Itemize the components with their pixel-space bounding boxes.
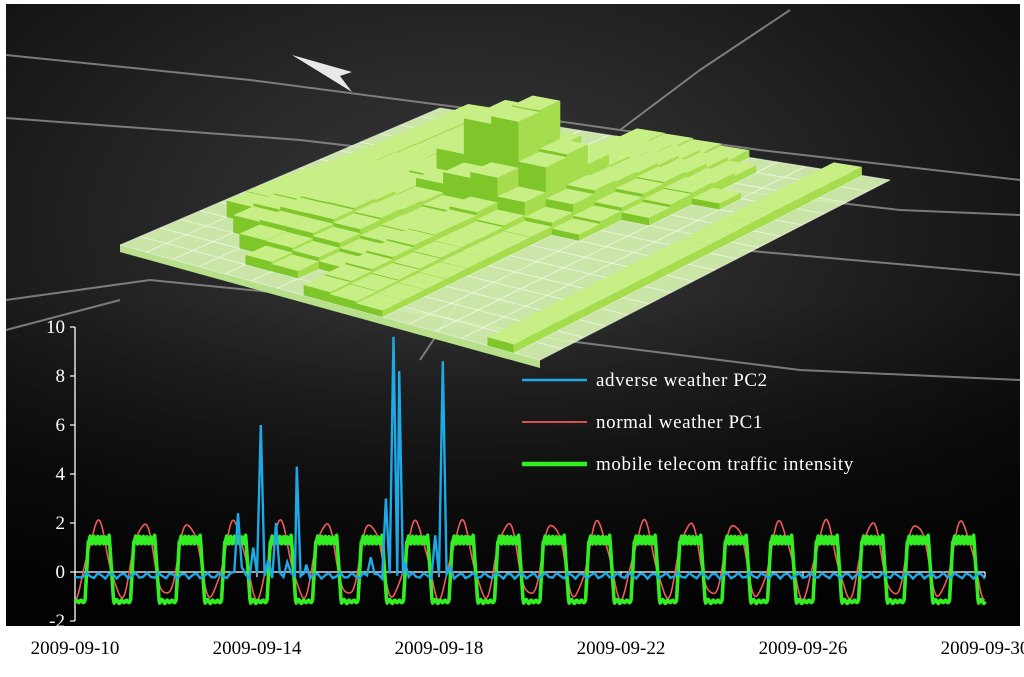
surface-bar <box>691 187 742 210</box>
traffic-3d-surface <box>119 95 891 368</box>
legend: adverse weather PC2 normal weather PC1 mob… <box>522 370 854 475</box>
surface-bar <box>356 293 404 317</box>
legend-entry: adverse weather PC2 <box>522 370 768 391</box>
y-tick-label: 10 <box>46 317 65 338</box>
legend-label: adverse weather PC2 <box>596 370 768 391</box>
series-layer <box>73 336 987 606</box>
y-tick-label: 4 <box>56 464 66 485</box>
x-tick-label: 2009-09-14 <box>213 638 302 659</box>
y-tick-label: 6 <box>56 415 66 436</box>
surface-grid-line <box>461 166 806 339</box>
y-tick-label: -2 <box>49 611 65 632</box>
map-north-arrow <box>292 55 352 92</box>
series-mobile-telecom-traffic <box>73 533 987 606</box>
surface-grid-line <box>539 179 891 361</box>
legend-entry: normal weather PC1 <box>522 412 763 433</box>
x-tick-labels: 2009-09-10 2009-09-14 2009-09-18 2009-09-22… <box>31 638 1024 659</box>
x-tick-label: 2009-09-10 <box>31 638 120 659</box>
surface-bar <box>487 326 536 353</box>
legend-entry: mobile telecom traffic intensity <box>522 454 854 475</box>
x-tick-label: 2009-09-22 <box>577 638 666 659</box>
surface-plate-edge <box>120 245 540 368</box>
y-tick-label: 0 <box>56 562 66 583</box>
legend-label: mobile telecom traffic intensity <box>596 454 854 475</box>
x-tick-label: 2009-09-26 <box>759 638 848 659</box>
y-tick-label: 2 <box>56 513 66 534</box>
x-tick-label: 2009-09-30 <box>941 638 1024 659</box>
surface-bar <box>271 254 319 279</box>
x-tick-label: 2009-09-18 <box>395 638 484 659</box>
surface-bar <box>551 218 601 241</box>
surface-bar <box>621 201 671 226</box>
y-tick-label: 8 <box>56 366 66 387</box>
plot-axes: -2 0 2 4 6 8 10 <box>46 317 986 632</box>
series-adverse-weather-pc2 <box>74 336 986 582</box>
legend-label: normal weather PC1 <box>596 412 763 433</box>
